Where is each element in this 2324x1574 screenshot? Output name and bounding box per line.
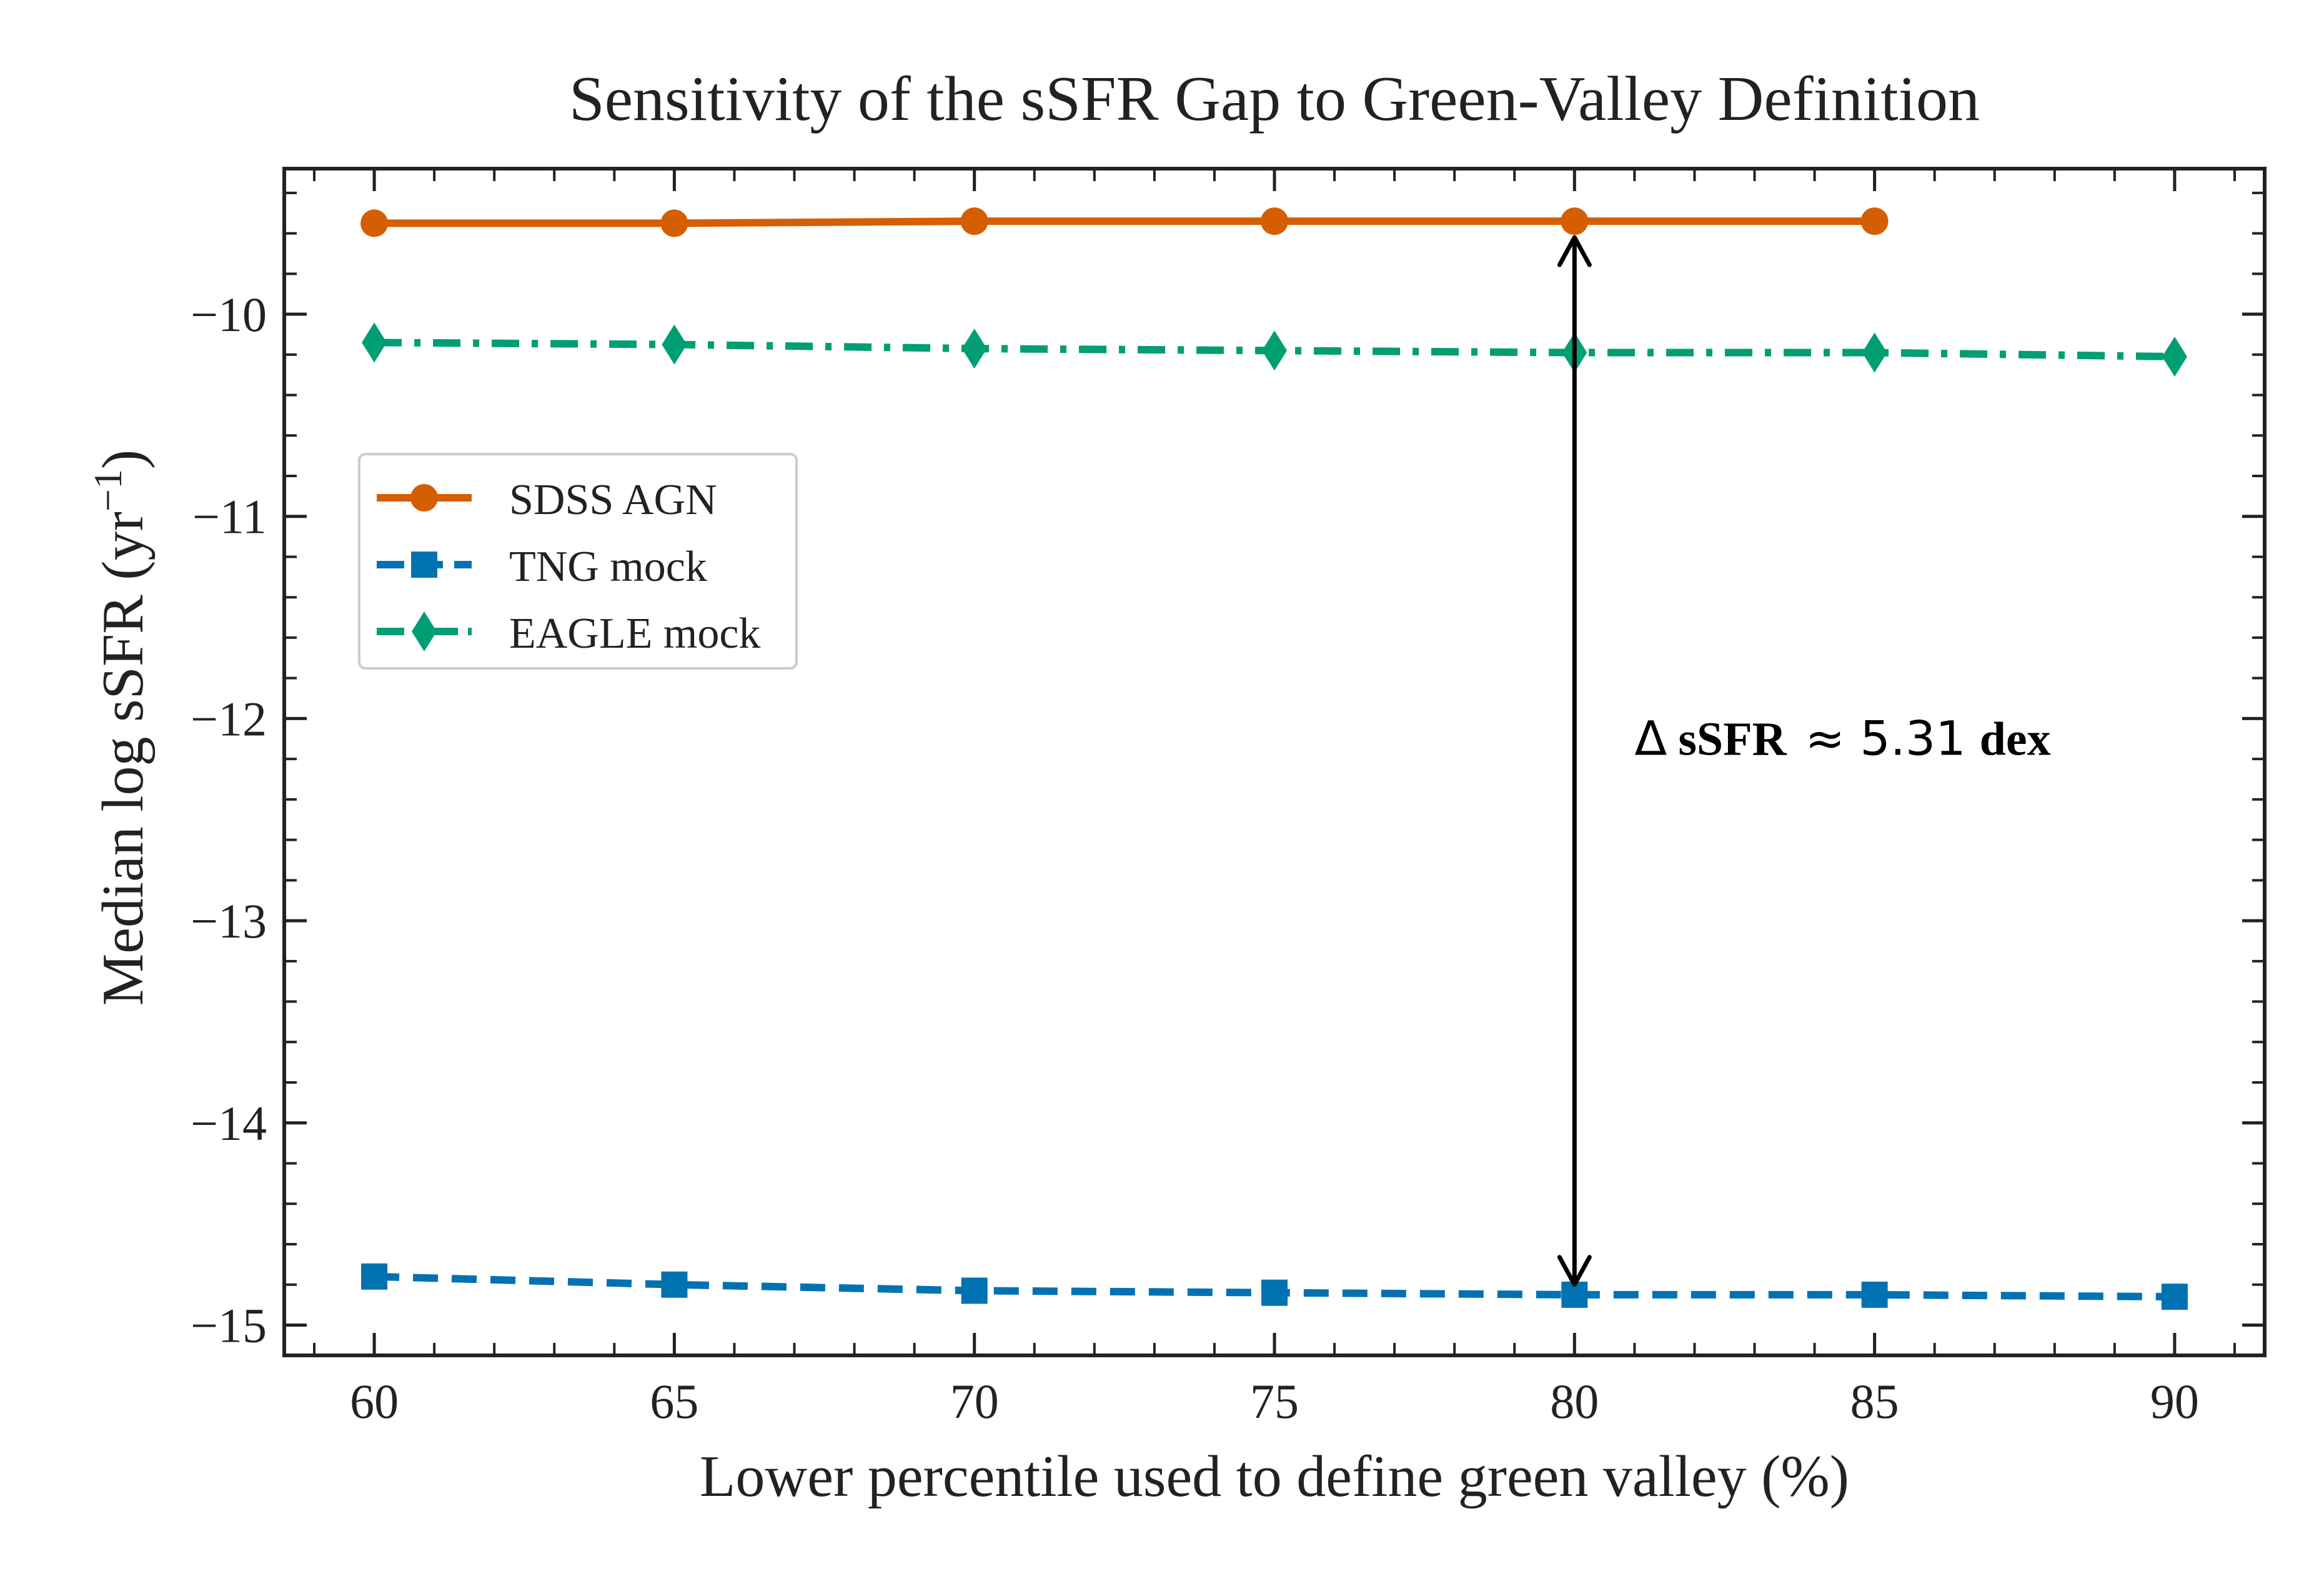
annotation-arrow-head-top bbox=[1557, 235, 1592, 267]
data-point bbox=[961, 1277, 988, 1304]
data-point bbox=[361, 1263, 388, 1290]
y-axis-label: Median log sSFR (yr−1) bbox=[86, 450, 156, 1006]
legend-item: TNG mock bbox=[377, 543, 707, 591]
data-point bbox=[1262, 330, 1287, 371]
annotation-label-unit: dex bbox=[1980, 713, 2051, 766]
legend-swatch-marker bbox=[412, 611, 437, 651]
x-tick-label: 70 bbox=[950, 1374, 999, 1428]
series-tng-mock bbox=[361, 1263, 2188, 1310]
x-tick-label: 85 bbox=[1850, 1374, 1899, 1428]
data-point bbox=[1261, 207, 1288, 235]
y-tick-label: −12 bbox=[191, 691, 267, 746]
legend-swatch-marker bbox=[411, 552, 437, 578]
data-point bbox=[1561, 207, 1589, 235]
y-axis-label-close: ) bbox=[91, 450, 156, 469]
x-tick-label: 65 bbox=[650, 1374, 698, 1428]
data-point bbox=[660, 209, 688, 237]
chart-title: Sensitivity of the sSFR Gap to Green-Val… bbox=[569, 64, 1980, 134]
axes: 60 65 70 75 80 85 90 −10 −11 −12 −13 −14 −15 bbox=[191, 167, 2267, 1428]
x-tick-label: 80 bbox=[1550, 1374, 1599, 1428]
x-tick-label: 60 bbox=[350, 1374, 399, 1428]
y-tick-label: −11 bbox=[192, 490, 267, 544]
annotation-label-approx: ≈ 5.31 bbox=[1805, 711, 1966, 766]
data-point bbox=[360, 209, 389, 237]
annotation-arrow-head-bottom bbox=[1557, 1255, 1592, 1287]
y-tick-label: −15 bbox=[191, 1298, 267, 1352]
y-axis-label-sup: −1 bbox=[86, 469, 130, 512]
y-tick-label: −10 bbox=[191, 287, 267, 342]
y-axis-label-main: Median log sSFR (yr bbox=[91, 512, 156, 1006]
data-point bbox=[1862, 332, 1887, 373]
data-point bbox=[2162, 337, 2187, 377]
y-tick-label: −14 bbox=[191, 1096, 267, 1151]
legend-swatch-marker bbox=[410, 484, 438, 512]
data-point bbox=[960, 207, 988, 235]
data-point bbox=[1861, 1281, 1888, 1308]
series-eagle-mock bbox=[362, 322, 2187, 377]
legend-label: TNG mock bbox=[509, 543, 707, 591]
data-point bbox=[1261, 1279, 1288, 1306]
x-tick-label: 75 bbox=[1250, 1374, 1299, 1428]
data-point bbox=[362, 322, 387, 363]
x-tick-label: 90 bbox=[2150, 1374, 2199, 1428]
legend-label: SDSS AGN bbox=[509, 476, 717, 524]
annotation-label-delta: Δ bbox=[1634, 711, 1667, 766]
legend-box bbox=[358, 453, 798, 670]
legend-item: SDSS AGN bbox=[377, 476, 717, 524]
series-sdss-agn bbox=[360, 207, 1889, 237]
data-point bbox=[961, 329, 987, 369]
series-layer bbox=[360, 207, 2188, 1310]
y-tick-label: −13 bbox=[191, 894, 267, 948]
data-point bbox=[1860, 207, 1889, 235]
annotation-label-bold: sSFR bbox=[1678, 713, 1787, 766]
y-axis-label-group: Median log sSFR (yr−1) bbox=[86, 450, 156, 1006]
data-point bbox=[2161, 1284, 2188, 1310]
data-point bbox=[661, 1271, 688, 1298]
x-axis-label: Lower percentile used to define green va… bbox=[700, 1444, 1849, 1509]
legend-label: EAGLE mock bbox=[509, 610, 760, 658]
series-line bbox=[374, 217, 1875, 227]
data-point bbox=[662, 324, 687, 365]
legend: SDSS AGN TNG mock EAGLE mock bbox=[358, 453, 798, 670]
legend-item: EAGLE mock bbox=[377, 610, 760, 658]
